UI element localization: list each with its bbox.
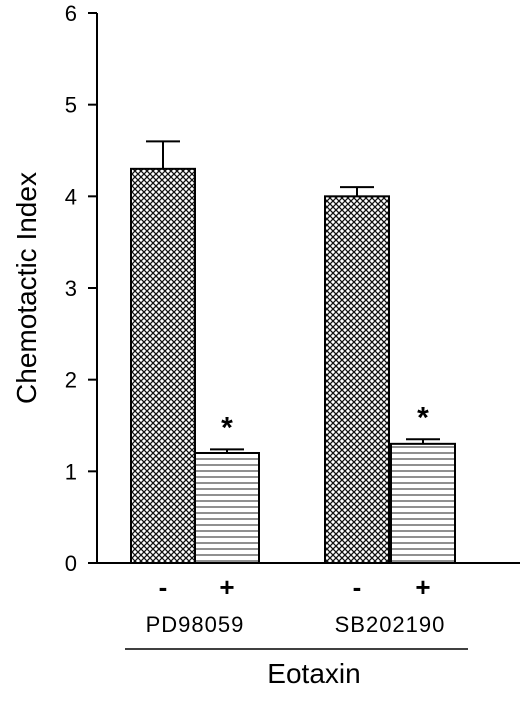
bar-sb202190-minus xyxy=(324,195,390,564)
y-tick-label: 0 xyxy=(65,551,77,576)
y-tick-label: 2 xyxy=(65,368,77,393)
y-axis-title: Chemotactic Index xyxy=(11,172,42,404)
condition-label: - xyxy=(353,572,362,602)
group-label-pd98059: PD98059 xyxy=(146,612,245,637)
group-label-sb202190: SB202190 xyxy=(335,612,446,637)
y-tick-label: 5 xyxy=(65,93,77,118)
y-tick-label: 4 xyxy=(65,184,77,209)
condition-label: + xyxy=(415,572,430,602)
significance-mark: * xyxy=(221,411,233,444)
significance-mark: * xyxy=(417,401,429,434)
bar-pd98059-minus xyxy=(130,167,196,564)
condition-label: + xyxy=(219,572,234,602)
bar-pd98059-plus xyxy=(194,452,260,564)
y-tick-label: 1 xyxy=(65,459,77,484)
x-axis-title: Eotaxin xyxy=(267,658,360,689)
condition-label: - xyxy=(159,572,168,602)
y-tick-label: 3 xyxy=(65,276,77,301)
bar-sb202190-plus xyxy=(390,442,456,565)
y-tick-label: 6 xyxy=(65,1,77,26)
